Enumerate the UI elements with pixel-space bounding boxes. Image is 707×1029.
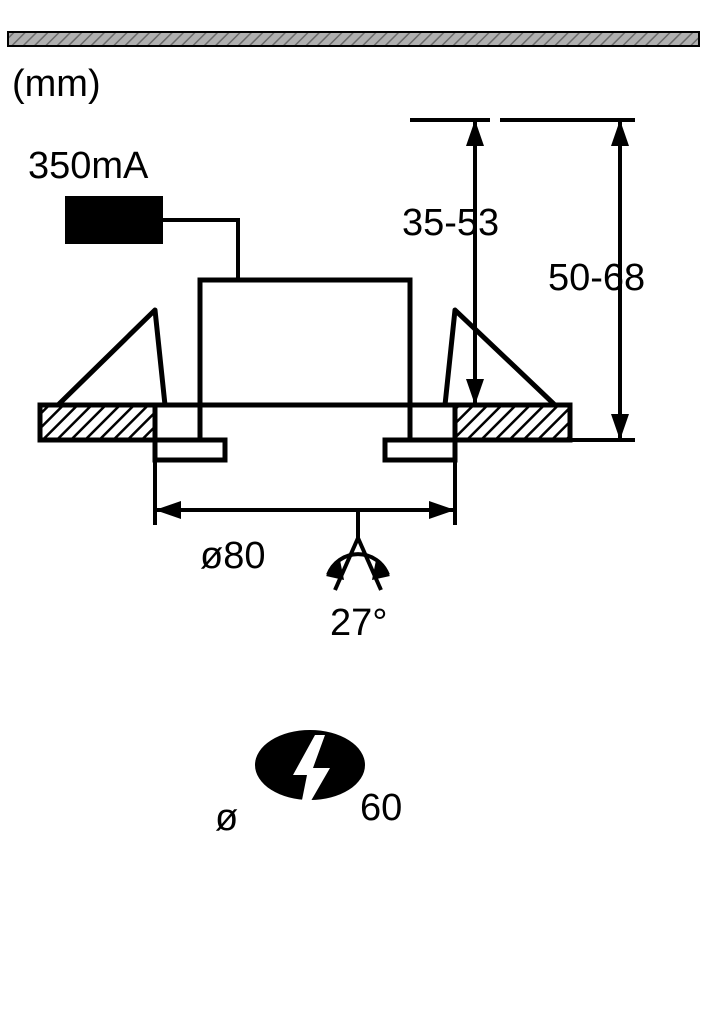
- dim-width-label: ø80: [200, 535, 265, 577]
- cutout-value: 60: [360, 787, 402, 829]
- dim-outer-height-label: 50-68: [548, 257, 645, 299]
- housing: [200, 280, 410, 405]
- swivel-icon: 27°: [326, 510, 390, 644]
- dim-inner-height-label: 35-53: [402, 202, 499, 244]
- cutout-diameter-symbol: ø: [215, 797, 238, 839]
- flange-mid-left: [155, 405, 200, 440]
- flange-hatched-left: [40, 405, 155, 440]
- swivel-angle-label: 27°: [330, 602, 387, 644]
- flange-mid-right: [410, 405, 455, 440]
- clip-left: [58, 310, 165, 405]
- clip-right: [445, 310, 555, 405]
- current-label: 350mA: [28, 145, 149, 187]
- flange-hatched-right: [455, 405, 570, 440]
- trim-right: [385, 440, 455, 460]
- trim-left: [155, 440, 225, 460]
- diagram-svg: (mm) 350mA 35-53 50-68 ø8: [0, 0, 707, 1024]
- dim-width: ø80: [155, 460, 455, 577]
- diagram-canvas: (mm) 350mA 35-53 50-68 ø8: [0, 0, 707, 1024]
- unit-label: (mm): [12, 63, 101, 105]
- wire: [163, 220, 258, 280]
- ceiling-bar: [8, 32, 699, 46]
- connector-block: [65, 196, 163, 244]
- dim-outer-height: 50-68: [500, 120, 645, 440]
- cutout-icon: ø 60: [215, 730, 402, 839]
